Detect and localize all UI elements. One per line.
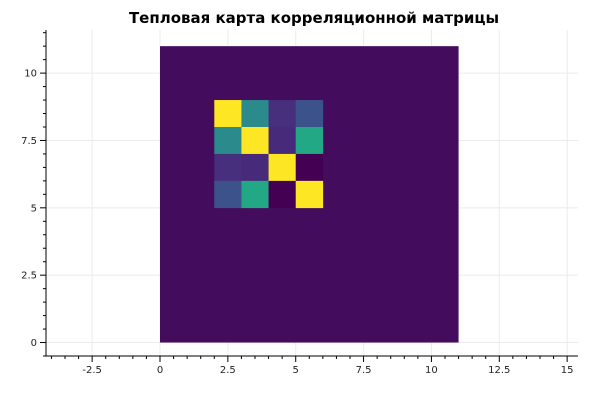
- x-tick-label: 10: [425, 365, 438, 376]
- heatmap-cell: [268, 100, 297, 128]
- heatmap-cell: [214, 180, 242, 209]
- x-tick-label: 0: [157, 365, 163, 376]
- heatmap-cell: [295, 126, 324, 155]
- x-tick-label: 2.5: [220, 365, 236, 376]
- heatmap-cell: [241, 180, 269, 209]
- heatmap-cell: [214, 153, 242, 182]
- y-tick-label: 10: [24, 69, 37, 80]
- heatmap-cell: [241, 100, 269, 128]
- x-tick-label: 15: [561, 365, 574, 376]
- chart-title: Тепловая карта корреляционной матрицы: [129, 9, 499, 27]
- x-tick-label: 7.5: [356, 365, 372, 376]
- heatmap-cell: [268, 126, 297, 155]
- x-axis-ticks: -2.5 0 2.5 5 7.5 10 12.5 15: [50, 356, 574, 376]
- heatmap-cell: [214, 100, 242, 128]
- y-tick-label: 2.5: [21, 271, 37, 282]
- x-tick-label: 5: [293, 365, 299, 376]
- y-tick-label: 7.5: [21, 136, 37, 147]
- heatmap-cell: [295, 153, 324, 182]
- heatmap-cell: [241, 153, 269, 182]
- y-tick-label: 0: [31, 338, 37, 349]
- x-tick-label: 12.5: [488, 365, 510, 376]
- heatmap-area: [160, 46, 459, 343]
- heatmap-cell: [241, 126, 269, 155]
- y-tick-label: 5: [31, 203, 37, 214]
- y-axis-ticks: 0 2.5 5 7.5 10: [21, 32, 46, 357]
- heatmap-cell: [295, 180, 324, 209]
- heatmap-cell: [214, 126, 242, 155]
- heatmap-cell: [268, 153, 297, 182]
- x-tick-label: -2.5: [82, 365, 102, 376]
- heatmap-cell: [268, 180, 297, 209]
- heatmap-cell: [295, 100, 324, 128]
